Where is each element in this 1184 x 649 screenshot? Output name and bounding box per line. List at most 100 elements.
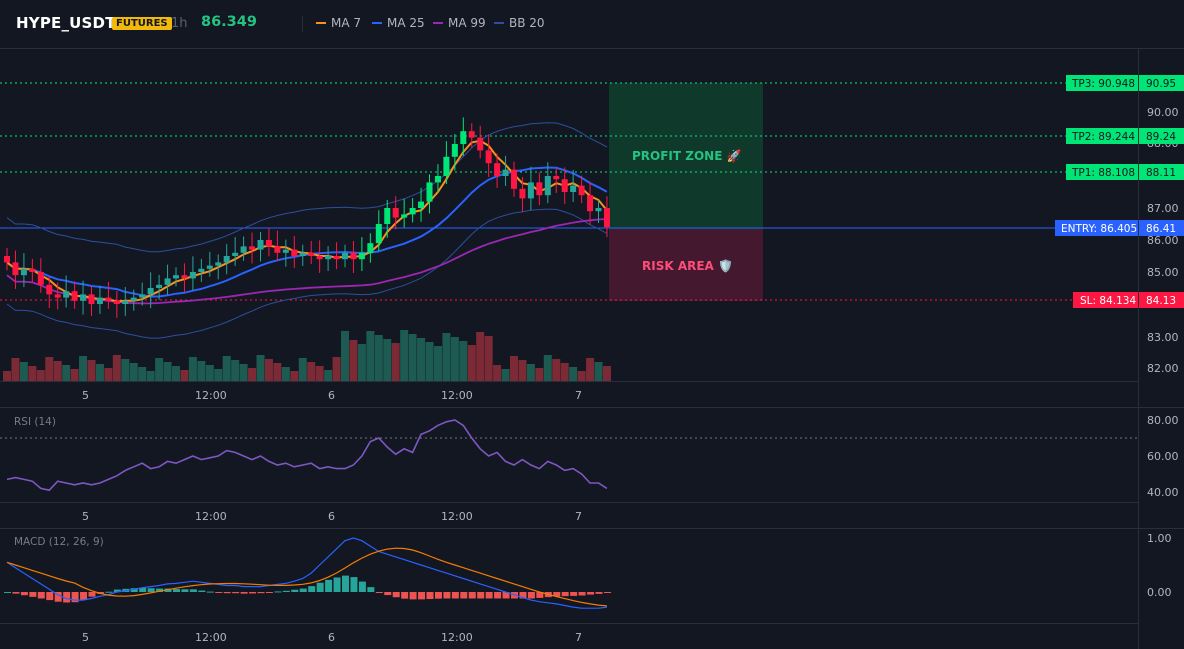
macd-histogram-bar [578, 592, 586, 596]
time-tick: 5 [82, 389, 89, 402]
volume-bar [36, 370, 45, 381]
rsi-title: RSI (14) [14, 416, 56, 428]
legend-label: MA 25 [387, 16, 425, 30]
volume-bar [104, 368, 113, 381]
candle-body [401, 214, 408, 218]
candle-body [367, 243, 374, 253]
candle-body [198, 268, 205, 272]
macd-histogram-bar [181, 589, 189, 592]
legend-swatch [494, 22, 504, 24]
entry-tag [1055, 220, 1138, 236]
time-tick: 5 [82, 510, 89, 523]
macd-histogram-bar [113, 589, 121, 592]
volume-bar [349, 340, 358, 381]
candle-body [139, 294, 146, 298]
macd-histogram-bar [485, 592, 493, 599]
candle-body [316, 256, 323, 260]
volume-bar [298, 358, 307, 381]
macd-histogram-bar [257, 592, 265, 594]
macd-histogram-bar [316, 582, 324, 592]
volume-bar [417, 338, 426, 381]
candle-body [375, 224, 382, 244]
macd-histogram-bar [418, 592, 426, 600]
bb-upper-line [6, 122, 608, 253]
macd-histogram-bar [29, 592, 37, 597]
volume-bar [467, 345, 476, 381]
legend-label: MA 99 [448, 16, 486, 30]
macd-histogram-bar [249, 592, 257, 594]
candle-body [12, 262, 19, 276]
time-tick: 7 [575, 631, 582, 644]
macd-histogram-bar [367, 587, 375, 592]
volume-bar [222, 356, 231, 381]
macd-histogram-bar [291, 589, 299, 592]
macd-histogram-bar [308, 586, 316, 592]
volume-bar [586, 358, 595, 381]
volume-bar [121, 359, 130, 381]
candle-body [88, 294, 95, 304]
volume-bar [248, 368, 257, 381]
sl-tag [1073, 292, 1138, 308]
tp3-axis-text: 90.95 [1146, 78, 1176, 90]
volume-bar [281, 367, 290, 381]
legend-swatch [433, 22, 443, 24]
timeframe-label[interactable]: 1h [171, 16, 188, 31]
macd-histogram-bar [603, 592, 611, 593]
volume-bar [391, 343, 400, 381]
candle-body [536, 182, 543, 196]
legend-bb20[interactable]: BB 20 [494, 16, 545, 30]
volume-bar [408, 334, 417, 381]
macd-histogram-bar [350, 577, 358, 592]
candle-body [71, 291, 78, 301]
time-tick: 12:00 [441, 510, 473, 523]
legend-ma25[interactable]: MA 25 [372, 16, 425, 30]
candle-body [561, 179, 568, 192]
candle-body [122, 300, 129, 304]
volume-bar [146, 371, 155, 381]
tp2-axis-text: 89.24 [1146, 131, 1176, 143]
volume-bar [264, 359, 273, 381]
macd-histogram-bar [164, 588, 172, 592]
tp3-axis-tag [1139, 75, 1184, 91]
macd-histogram-bar [215, 592, 223, 593]
candle-body [587, 195, 594, 212]
volume-bar [400, 330, 409, 381]
macd-histogram-bar [282, 590, 290, 592]
macd-histogram-bar [333, 577, 341, 592]
legend-ma7[interactable]: MA 7 [316, 16, 361, 30]
rsi-line [6, 419, 608, 492]
macd-histogram-bar [80, 592, 88, 600]
volume-bar [442, 333, 451, 381]
volume-bar [433, 346, 442, 381]
volume-bar [155, 358, 164, 381]
candle-body [265, 240, 272, 247]
candle-body [282, 249, 289, 253]
volume-bar [239, 364, 248, 381]
macd-histogram-bar [434, 592, 442, 599]
time-tick: 6 [328, 389, 335, 402]
volume-bar [138, 367, 147, 381]
candle-body [299, 252, 306, 256]
volume-bar [577, 371, 586, 381]
volume-bar [11, 358, 20, 381]
candle-body [578, 185, 585, 196]
macd-histogram-bar [232, 592, 240, 594]
legend-ma99[interactable]: MA 99 [433, 16, 486, 30]
volume-bar [315, 366, 324, 381]
candle-body [384, 208, 391, 224]
candle-body [20, 268, 27, 276]
macd-histogram-bar [198, 590, 206, 592]
candle-body [342, 252, 348, 260]
candle-body [485, 150, 492, 164]
volume-bar [87, 360, 96, 381]
volume-bar [19, 362, 28, 381]
time-tick: 12:00 [441, 631, 473, 644]
candle-body [544, 176, 551, 196]
price-tick: 87.00 [1147, 202, 1179, 215]
futures-badge: FUTURES [112, 17, 172, 30]
symbol-name[interactable]: HYPE_USDT [16, 14, 116, 32]
volume-bar [569, 367, 578, 381]
candle-body [358, 252, 365, 260]
candle-body [181, 275, 188, 279]
